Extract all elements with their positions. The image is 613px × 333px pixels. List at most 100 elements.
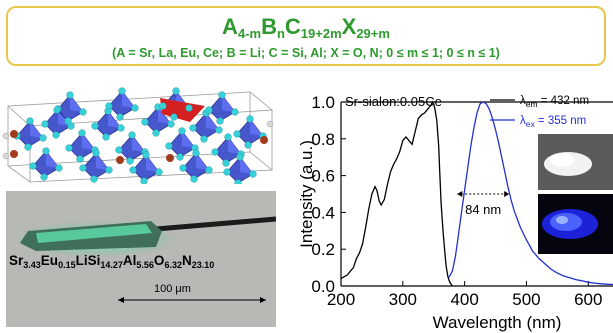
light-atom bbox=[266, 120, 274, 128]
anion-atom bbox=[222, 159, 230, 167]
anion-atom bbox=[64, 117, 72, 125]
anion-atom bbox=[131, 104, 139, 112]
composition-subscript-3: 5.56 bbox=[136, 260, 154, 270]
fwhm-label: 84 nm bbox=[465, 202, 501, 217]
anion-atom bbox=[167, 120, 175, 128]
powder-daylight-photo bbox=[538, 134, 613, 190]
formula-subscript-0: 4-m bbox=[237, 26, 262, 41]
composition-element-4: O bbox=[153, 253, 165, 268]
anion-atom bbox=[218, 91, 226, 99]
formula-subscript-2: 19+2m bbox=[300, 26, 342, 41]
anion-atom bbox=[246, 115, 254, 123]
chart-series bbox=[340, 100, 613, 287]
tetrahedron-face bbox=[146, 155, 159, 172]
anion-atom bbox=[90, 175, 98, 183]
legend-lambda: λ bbox=[520, 115, 526, 127]
tetrahedron-face bbox=[250, 119, 263, 136]
anion-atom bbox=[128, 131, 136, 139]
formula-definition: (A = Sr, La, Eu, Ce; B = Li; C = Si, Al;… bbox=[112, 46, 500, 60]
composition-subscript-4: 6.32 bbox=[164, 260, 182, 270]
tetrahedron-face bbox=[182, 131, 195, 148]
composition-element-0: Sr bbox=[9, 253, 24, 268]
anion-atom bbox=[179, 164, 187, 172]
composition-element-2: LiSi bbox=[75, 253, 101, 268]
anion-atom bbox=[66, 91, 74, 99]
legend-sub: em bbox=[526, 99, 538, 109]
crystal-structure-image bbox=[2, 87, 274, 184]
anion-atom bbox=[223, 168, 231, 176]
tetrahedron-face bbox=[96, 153, 109, 170]
anion-atom bbox=[236, 153, 244, 161]
anion-atom bbox=[24, 143, 32, 151]
legend-label: λex = 355 nm bbox=[520, 115, 586, 129]
anion-atom bbox=[117, 124, 125, 132]
anion-atom bbox=[141, 118, 149, 126]
y-tick-label: 0.6 bbox=[311, 167, 335, 186]
composition-subscript-5: 23.10 bbox=[191, 260, 215, 270]
chart-title: Sr-sialon:0.05Ce bbox=[345, 94, 442, 109]
anion-atom bbox=[91, 122, 99, 130]
photo-rod-image bbox=[6, 191, 276, 327]
crystal-photo: Sr3.43Eu0.15LiSi14.27Al5.56O6.32N23.10 1… bbox=[6, 191, 276, 327]
anion-atom bbox=[159, 102, 167, 110]
anion-atom bbox=[79, 108, 87, 116]
x-tick-label: 500 bbox=[512, 290, 540, 309]
anion-atom bbox=[152, 129, 160, 137]
tetrahedron-face bbox=[222, 95, 235, 112]
anion-atom bbox=[76, 155, 84, 163]
anion-atom bbox=[155, 168, 163, 176]
anion-atom bbox=[185, 104, 193, 112]
anion-atom bbox=[78, 129, 86, 137]
tetrahedron-face bbox=[206, 113, 219, 130]
chart-annotations: Sr-sialon:0.05Ce 84 nm bbox=[345, 94, 510, 217]
legend-lambda: λ bbox=[520, 95, 526, 107]
fwhm-arrow-left bbox=[457, 191, 463, 197]
cation-atom bbox=[10, 130, 18, 138]
y-tick-label: 0.8 bbox=[311, 130, 335, 149]
anion-atom bbox=[216, 117, 224, 125]
x-axis-label: Wavelength (nm) bbox=[433, 313, 562, 332]
anion-atom bbox=[105, 102, 113, 110]
formula-subscript-3: 29+m bbox=[356, 26, 390, 41]
y-tick-label: 0.0 bbox=[311, 277, 335, 296]
legend-value: = 432 nm bbox=[538, 95, 589, 107]
anion-atom bbox=[116, 113, 124, 121]
sample-composition: Sr3.43Eu0.15LiSi14.27Al5.56O6.32N23.10 bbox=[9, 253, 214, 270]
anion-atom bbox=[178, 127, 186, 135]
formula-element-0: A bbox=[222, 14, 238, 39]
chart-axes bbox=[340, 101, 613, 287]
legend-sub: ex bbox=[526, 119, 536, 129]
tetrahedron-face bbox=[196, 153, 209, 170]
anion-atom bbox=[224, 133, 232, 141]
anion-atom bbox=[189, 124, 197, 132]
formula-subscript-1: n bbox=[276, 26, 285, 41]
anion-atom bbox=[176, 153, 184, 161]
tetrahedron-face bbox=[82, 133, 95, 150]
y-tick-label: 0.2 bbox=[311, 240, 335, 259]
legend-label: λem = 432 nm bbox=[520, 95, 589, 109]
cation-atom bbox=[260, 136, 268, 144]
fwhm-arrow-right bbox=[504, 191, 510, 197]
anion-atom bbox=[244, 141, 252, 149]
anion-atom bbox=[231, 108, 239, 116]
series-line-emission bbox=[447, 101, 613, 286]
tetrahedron-face bbox=[46, 151, 59, 168]
anion-atom bbox=[170, 113, 178, 121]
composition-element-5: N bbox=[181, 253, 192, 268]
anion-atom bbox=[105, 166, 113, 174]
composition-subscript-0: 3.43 bbox=[23, 260, 41, 270]
anion-atom bbox=[165, 142, 173, 150]
anion-atom bbox=[205, 166, 213, 174]
anion-atom bbox=[65, 144, 73, 152]
formula-element-1: B bbox=[261, 14, 277, 39]
anion-atom bbox=[126, 157, 134, 165]
tetrahedron-face bbox=[70, 95, 83, 112]
spectrum-chart: 0.0 0.2 0.4 0.6 0.8 1.0 200 300 400 500 600 Wavelen… bbox=[297, 93, 613, 332]
anion-atom bbox=[41, 120, 49, 128]
legend-value: = 355 nm bbox=[535, 115, 586, 127]
chart-ticks: 0.0 0.2 0.4 0.6 0.8 1.0 200 300 400 500 600 Wavelen… bbox=[297, 93, 602, 332]
anion-atom bbox=[192, 149, 200, 157]
anion-atom bbox=[52, 131, 60, 139]
composition-subscript-1: 0.15 bbox=[58, 260, 76, 270]
atoms-group bbox=[2, 87, 274, 184]
